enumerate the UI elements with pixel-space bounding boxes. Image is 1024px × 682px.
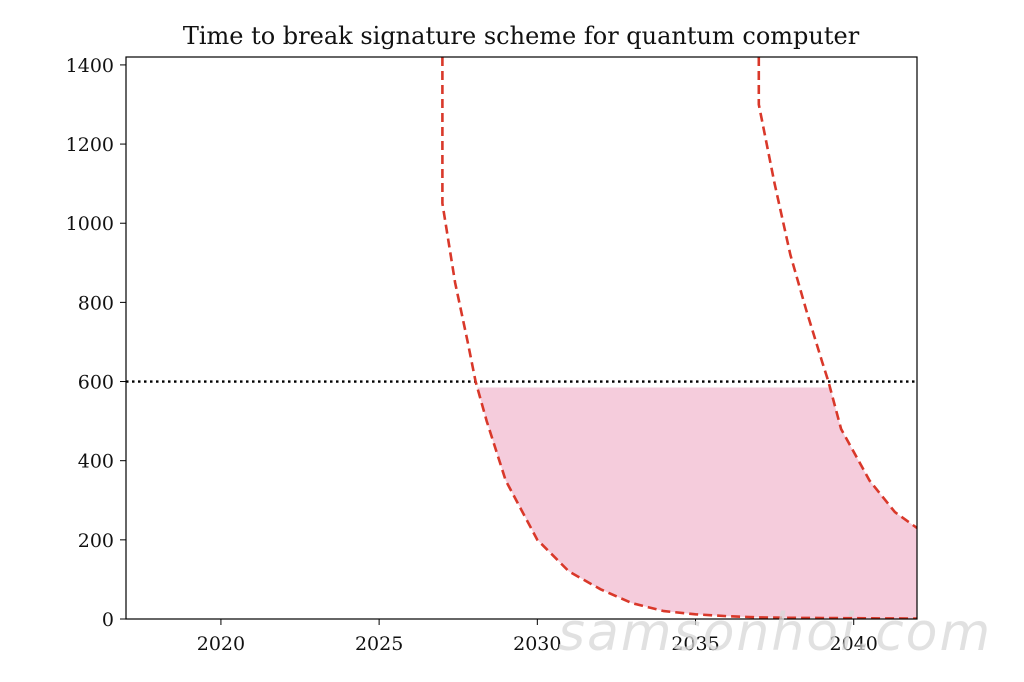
x-tick-label: 2030	[513, 633, 561, 655]
x-tick-label: 2040	[830, 633, 878, 655]
y-tick-label: 200	[78, 530, 114, 552]
x-tick-label: 2025	[355, 633, 403, 655]
y-tick-label: 1000	[66, 213, 114, 235]
chart-title: Time to break signature scheme for quant…	[183, 22, 860, 50]
x-tick-label: 2035	[671, 633, 719, 655]
y-tick-label: 1400	[66, 55, 114, 77]
y-tick-label: 600	[78, 372, 114, 394]
series-line-1	[441, 57, 917, 619]
x-tick-label: 2020	[197, 633, 245, 655]
plot-frame	[125, 56, 918, 620]
series-line-2	[757, 57, 917, 530]
plot-area: 2020 2025 2030 2035 2040 0 200 400 600 800 1000 120…	[66, 55, 918, 655]
y-tick-label: 1200	[66, 134, 114, 156]
shaded-region	[477, 387, 917, 619]
y-tick-label: 0	[102, 609, 114, 631]
y-tick-label: 400	[78, 451, 114, 473]
watermark: samsonhoi.com	[558, 603, 992, 663]
y-tick-label: 800	[78, 292, 114, 314]
